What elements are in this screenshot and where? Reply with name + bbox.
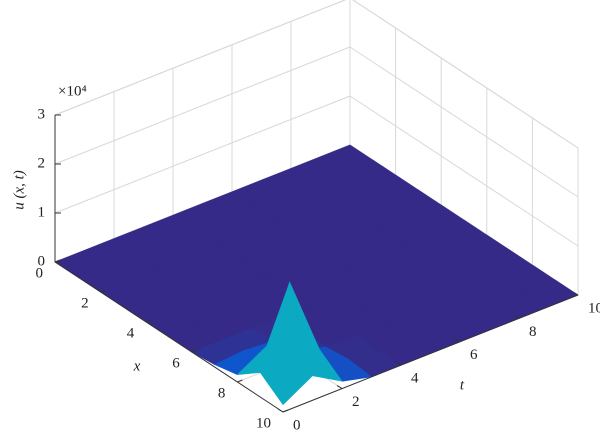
surface-patch (259, 281, 313, 406)
z-axis-title: u (x, t) (11, 170, 27, 210)
surface (54, 144, 579, 406)
x-tick-label: 10 (256, 415, 271, 431)
t-tick-label: 8 (529, 324, 537, 340)
tick-mark (277, 408, 284, 413)
grid-line (54, 46, 351, 165)
z-tick-label: 0 (38, 253, 46, 269)
z-tick-label: 3 (38, 106, 46, 122)
x-tick-label: 4 (127, 325, 135, 341)
grid-line (54, 95, 351, 214)
t-tick-label: 4 (411, 371, 419, 387)
grid-line (349, 46, 579, 198)
x-tick-label: 0 (36, 265, 44, 281)
grid-line (349, 95, 579, 247)
x-tick-label: 2 (81, 295, 89, 311)
tick-mark (454, 338, 461, 343)
tick-mark (146, 319, 152, 323)
x-axis (54, 261, 284, 413)
tick-mark (191, 349, 197, 353)
grid-line (54, 0, 347, 116)
tick-mark (54, 259, 61, 263)
t-tick-label: 10 (588, 300, 600, 316)
z-tick-label: 1 (38, 204, 46, 220)
x-tick-label: 6 (172, 355, 180, 371)
tick-mark (572, 291, 579, 296)
tick-mark (100, 289, 106, 293)
x-axis-title: x (133, 358, 141, 374)
tick-mark (282, 409, 289, 413)
tick-mark (513, 314, 520, 319)
t-tick-label: 6 (470, 347, 478, 363)
tick-mark (237, 379, 243, 383)
z-tick-label: 2 (38, 155, 46, 171)
grid-line (352, 0, 579, 149)
t-axis-title: t (460, 377, 465, 393)
tick-mark (336, 385, 343, 390)
tick-mark (395, 361, 402, 366)
t-tick-label: 0 (293, 417, 301, 432)
x-tick-label: 8 (218, 385, 226, 401)
t-axis (282, 294, 579, 413)
z-multiplier: ×10⁴ (58, 83, 87, 99)
t-tick-label: 2 (352, 394, 360, 410)
